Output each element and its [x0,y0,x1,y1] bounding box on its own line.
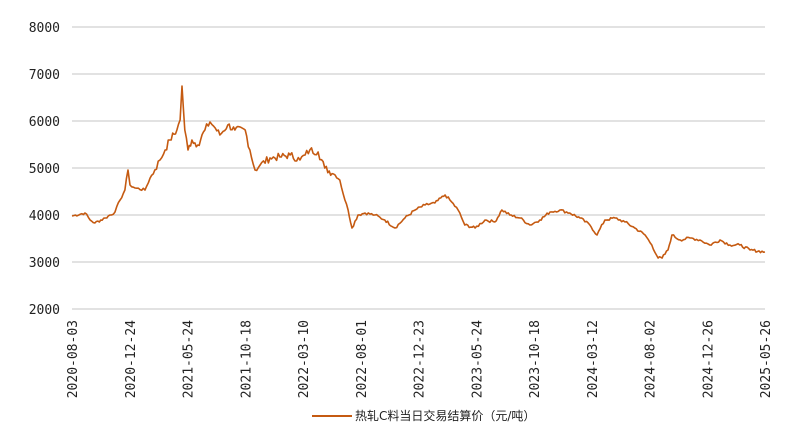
legend: 热轧C料当日交易结算价（元/吨） [312,408,535,423]
x-tick-label: 2022-12-23 [413,320,428,398]
x-tick-label: 2021-10-18 [239,320,254,398]
series-line [71,85,766,259]
y-tick-label: 5000 [29,162,60,177]
y-axis: 2000 3000 4000 5000 6000 7000 8000 [29,21,60,318]
x-tick-label: 2020-08-03 [66,320,81,398]
y-tick-label: 6000 [29,115,60,130]
x-tick-label: 2024-08-02 [644,320,659,398]
legend-label: 热轧C料当日交易结算价（元/吨） [355,408,535,423]
x-axis: 2020-08-03 2020-12-24 2021-05-24 2021-10-18… [66,320,774,398]
x-tick-label: 2024-03-12 [586,320,601,398]
series-group [71,85,766,259]
y-tick-label: 4000 [29,209,60,224]
y-tick-label: 7000 [29,68,60,83]
gridlines [72,26,765,310]
x-tick-label: 2022-08-01 [355,320,370,398]
x-tick-label: 2025-05-26 [759,320,774,398]
x-tick-label: 2022-03-10 [297,320,312,398]
x-tick-label: 2020-12-24 [124,320,139,398]
x-tick-label: 2023-10-18 [528,320,543,398]
x-tick-label: 2023-05-24 [470,320,485,398]
x-tick-label: 2024-12-26 [701,320,716,398]
y-tick-label: 2000 [29,303,60,318]
y-tick-label: 8000 [29,21,60,36]
y-tick-label: 3000 [29,256,60,271]
x-tick-label: 2021-05-24 [182,320,197,398]
